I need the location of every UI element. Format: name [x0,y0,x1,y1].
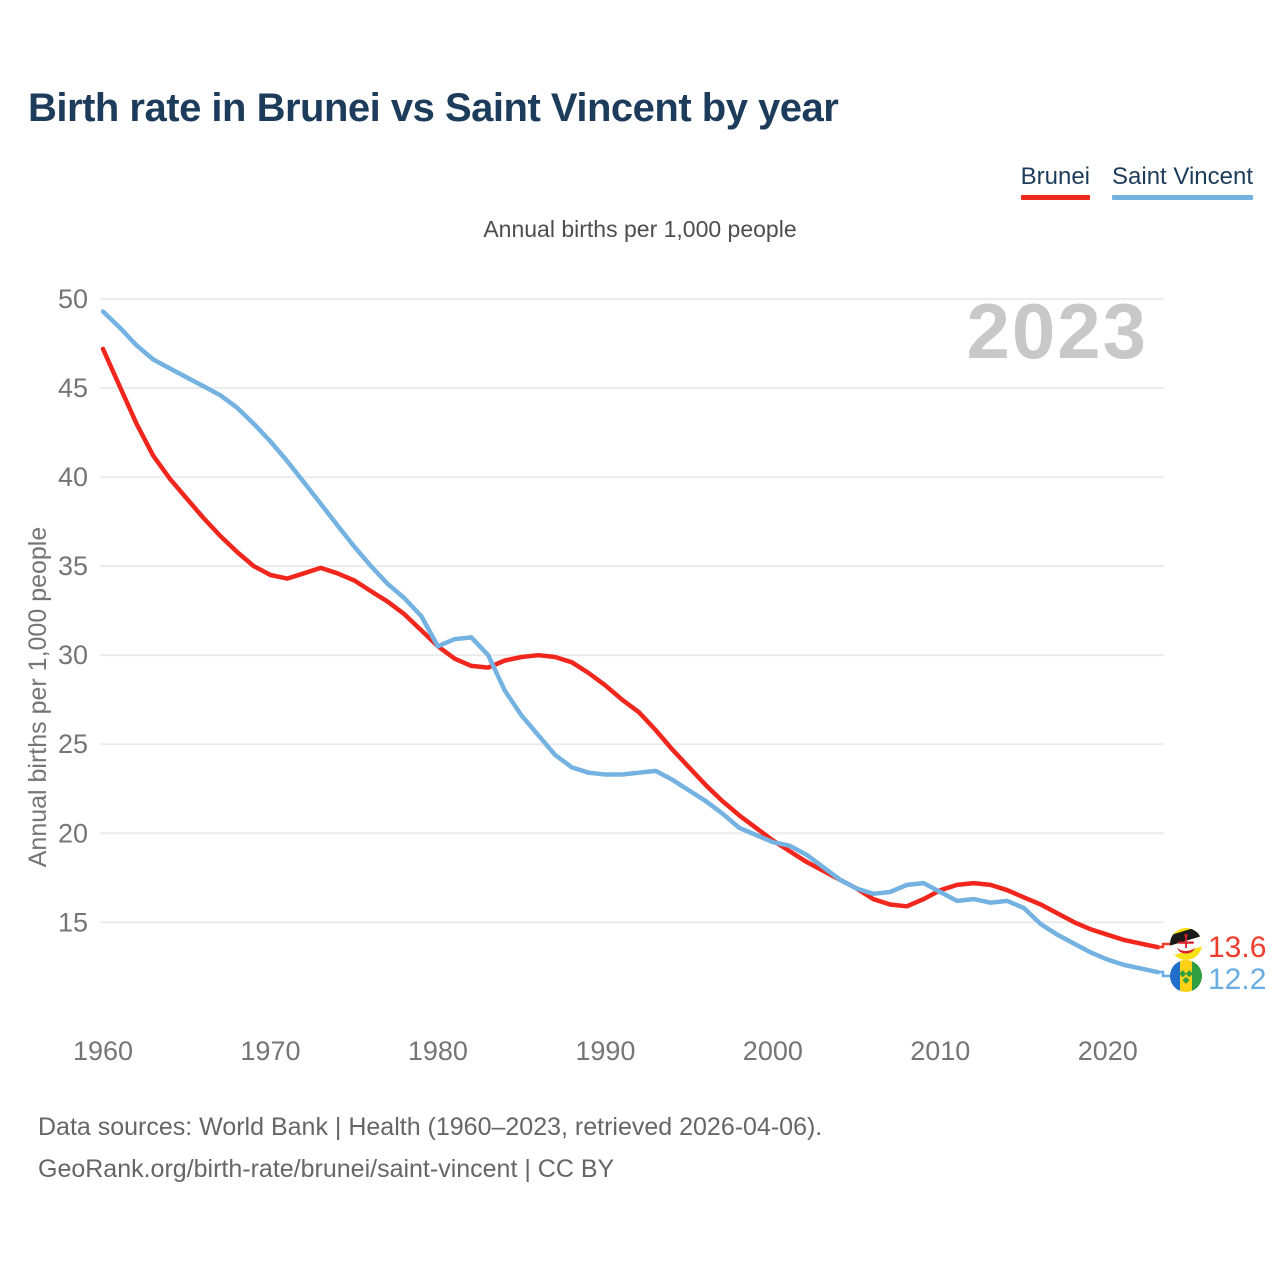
legend-underline-saint-vincent [1112,194,1253,200]
footer: Data sources: World Bank | Health (1960–… [38,1106,822,1190]
end-label-value-brunei: 13.6 [1208,931,1266,964]
legend-label-brunei: Brunei [1020,163,1090,190]
grid-group [100,298,1164,924]
legend-item-saint-vincent[interactable]: Saint Vincent [1112,163,1253,200]
lines-group [100,309,1161,975]
x-tick-label: 2020 [1078,1036,1138,1066]
y-tick-label: 35 [58,551,88,581]
y-tick-label: 45 [58,373,88,403]
footer-source-line: Data sources: World Bank | Health (1960–… [38,1113,823,1141]
chart-subtitle: Annual births per 1,000 people [483,216,797,242]
end-connector-saint-vincent [1158,970,1170,978]
end-label-value-saint-vincent: 12.2 [1208,963,1266,996]
y-tick-label: 15 [58,907,88,937]
x-tick-label: 1970 [240,1036,300,1066]
legend: Brunei Saint Vincent [1020,163,1253,200]
brunei-line [100,346,1161,950]
y-tick-label: 25 [58,729,88,759]
x-tick-label: 2000 [743,1036,803,1066]
legend-underline-brunei [1020,194,1090,200]
footer-url-line: GeoRank.org/birth-rate/brunei/saint-vinc… [38,1155,615,1183]
x-tick-label: 2010 [910,1036,970,1066]
y-axis-title: Annual births per 1,000 people [24,527,52,868]
y-tick-label: 40 [58,462,88,492]
y-tick-label: 20 [58,818,88,848]
y-tick-label: 50 [58,284,88,314]
legend-item-brunei[interactable]: Brunei [1020,163,1090,200]
x-tick-label: 1980 [408,1036,468,1066]
brunei-flag-icon [1170,928,1202,960]
axis-group: 15 20 25 30 35 40 45 50 1960 1970 1980 1990 2000 2010… [58,284,1138,1066]
watermark-year: 2023 [966,287,1148,375]
x-tick-label: 1990 [575,1036,635,1066]
page-title: Birth rate in Brunei vs Saint Vincent by… [28,86,839,130]
legend-label-saint-vincent: Saint Vincent [1112,163,1253,190]
saint-vincent-line [100,309,1161,975]
end-connector-brunei [1158,942,1170,949]
x-tick-label: 1960 [73,1036,133,1066]
y-tick-label: 30 [58,640,88,670]
saint-vincent-flag-icon [1170,960,1202,992]
